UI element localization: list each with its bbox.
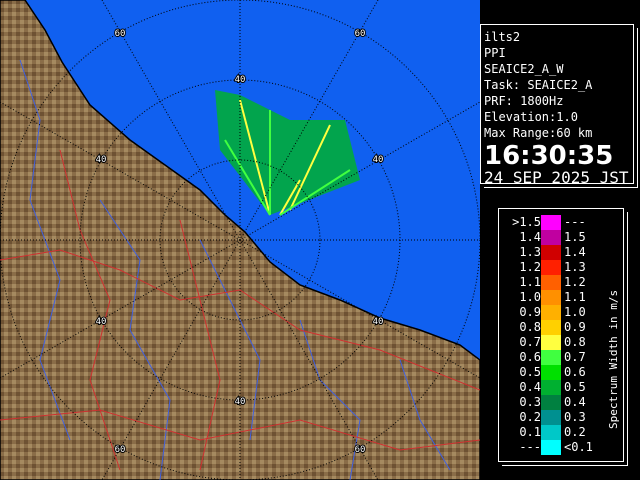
legend-right-label: <0.1: [564, 440, 593, 454]
legend-row: --- <0.1: [499, 440, 623, 455]
legend-row: 0.1 0.2: [499, 425, 623, 440]
legend-row: 1.2 1.3: [499, 260, 623, 275]
ring-label: 60: [355, 29, 366, 39]
legend-row: 0.8 0.9: [499, 320, 623, 335]
legend-swatch: [541, 290, 561, 305]
ring-label: 60: [115, 445, 126, 455]
legend-left-label: >1.5: [512, 215, 541, 229]
ring-label: 60: [355, 445, 366, 455]
legend-left-label: 0.6: [519, 350, 541, 364]
site-name: ilts2: [484, 30, 521, 44]
legend-swatch: [541, 230, 561, 245]
legend-row: 1.3 1.4: [499, 245, 623, 260]
legend-swatch: [541, 260, 561, 275]
legend-swatch: [541, 335, 561, 350]
legend-swatch: [541, 410, 561, 425]
legend-row: 1.0 1.1: [499, 290, 623, 305]
legend-row: 0.4 0.5: [499, 380, 623, 395]
color-legend: >1.5 --- 1.4 1.5 1.3 1.4 1.2 1.3 1.1 1.2 1.0 1.1 0.9…: [498, 208, 624, 462]
scan-mode: PPI: [484, 46, 506, 60]
legend-swatch: [541, 425, 561, 440]
legend-right-label: 1.2: [564, 275, 586, 289]
legend-left-label: 1.1: [519, 275, 541, 289]
road-lines: [0, 149, 480, 471]
legend-right-label: 0.4: [564, 395, 586, 409]
legend-right-label: 1.3: [564, 260, 586, 274]
radar-ppi-map: 40 40 40 40 40 40 60 60 60 60: [0, 0, 480, 480]
echo-fan: [215, 90, 360, 216]
legend-left-label: 0.1: [519, 425, 541, 439]
task: Task: SEAICE2_A: [484, 78, 593, 92]
legend-swatch: [541, 215, 561, 230]
legend-left-label: ---: [519, 440, 541, 454]
ring-label: 40: [373, 155, 384, 165]
legend-right-label: 1.5: [564, 230, 586, 244]
legend-right-label: 0.2: [564, 425, 586, 439]
legend-swatch: [541, 380, 561, 395]
ring-label: 40: [96, 155, 107, 165]
legend-swatch: [541, 350, 561, 365]
legend-row: 0.3 0.4: [499, 395, 623, 410]
range-rings: [0, 0, 480, 480]
legend-swatch: [541, 440, 561, 455]
legend-row: >1.5 ---: [499, 215, 623, 230]
legend-row: 0.5 0.6: [499, 365, 623, 380]
legend-left-label: 1.4: [519, 230, 541, 244]
legend-row: 0.9 1.0: [499, 305, 623, 320]
legend-left-label: 0.7: [519, 335, 541, 349]
legend-row: 0.7 0.8: [499, 335, 623, 350]
ring-label: 40: [235, 75, 246, 85]
legend-right-label: 0.6: [564, 365, 586, 379]
legend-row: 1.1 1.2: [499, 275, 623, 290]
legend-left-label: 0.8: [519, 320, 541, 334]
legend-row: 0.6 0.7: [499, 350, 623, 365]
date: 24 SEP 2025 JST: [484, 168, 629, 187]
ring-label: 40: [96, 317, 107, 327]
legend-right-label: 0.8: [564, 335, 586, 349]
ring-label: 40: [235, 397, 246, 407]
legend-swatch: [541, 275, 561, 290]
ring-label: 60: [115, 29, 126, 39]
legend-right-label: 0.5: [564, 380, 586, 394]
legend-left-label: 0.9: [519, 305, 541, 319]
legend-right-label: 1.1: [564, 290, 586, 304]
legend-left-label: 0.3: [519, 395, 541, 409]
legend-right-label: ---: [564, 215, 586, 229]
legend-swatch: [541, 305, 561, 320]
legend-left-label: 1.3: [519, 245, 541, 259]
legend-right-label: 1.0: [564, 305, 586, 319]
legend-left-label: 1.0: [519, 290, 541, 304]
info-panel: ilts2 PPI SEAICE2_A_W Task: SEAICE2_A PR…: [480, 24, 634, 187]
legend-swatch: [541, 365, 561, 380]
legend-left-label: 0.4: [519, 380, 541, 394]
legend-unit: Spectrum Width in m/s: [607, 289, 620, 429]
legend-right-label: 0.7: [564, 350, 586, 364]
legend-right-label: 0.9: [564, 320, 586, 334]
legend-left-label: 0.2: [519, 410, 541, 424]
elevation: Elevation:1.0: [484, 110, 578, 124]
legend-left-label: 1.2: [519, 260, 541, 274]
max-range: Max Range:60 km: [484, 126, 593, 140]
scan-name: SEAICE2_A_W: [484, 62, 564, 76]
legend-right-label: 1.4: [564, 245, 586, 259]
legend-swatch: [541, 395, 561, 410]
legend-left-label: 0.5: [519, 365, 541, 379]
time: 16:30:35: [484, 141, 614, 171]
legend-row: 0.2 0.3: [499, 410, 623, 425]
legend-swatch: [541, 245, 561, 260]
legend-row: 1.4 1.5: [499, 230, 623, 245]
legend-swatch: [541, 320, 561, 335]
legend-right-label: 0.3: [564, 410, 586, 424]
ring-label: 40: [373, 317, 384, 327]
prf: PRF: 1800Hz: [484, 94, 564, 108]
